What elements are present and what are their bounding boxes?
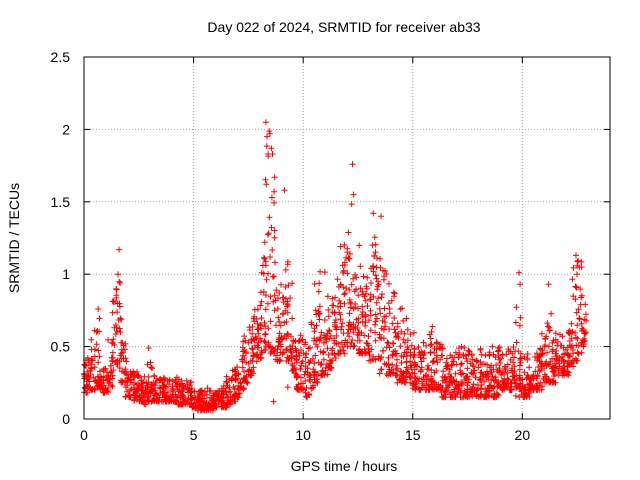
plot-frame bbox=[83, 56, 611, 420]
y-tick-label: 2 bbox=[62, 121, 70, 137]
y-axis-label: SRMTID / TECUs bbox=[6, 183, 22, 293]
x-axis-label: GPS time / hours bbox=[291, 458, 398, 474]
x-tick-label: 10 bbox=[295, 427, 311, 443]
chart-title: Day 022 of 2024, SRMTID for receiver ab3… bbox=[207, 19, 480, 35]
y-tick-label: 1 bbox=[62, 266, 70, 282]
y-tick-label: 1.5 bbox=[51, 194, 71, 210]
y-tick-label: 0.5 bbox=[51, 339, 71, 355]
x-tick-label: 20 bbox=[515, 427, 531, 443]
x-tick-label: 15 bbox=[405, 427, 421, 443]
grid-lines bbox=[84, 57, 610, 419]
x-tick-label: 0 bbox=[80, 427, 88, 443]
scatter-markers bbox=[81, 119, 590, 414]
data-points bbox=[81, 119, 590, 414]
y-tick-label: 2.5 bbox=[51, 49, 71, 65]
y-tick-label: 0 bbox=[62, 411, 70, 427]
axis-ticks: 0 5 10 15 20 0 0.5 1 1.5 2 2.5 bbox=[51, 49, 610, 443]
x-tick-label: 5 bbox=[190, 427, 198, 443]
